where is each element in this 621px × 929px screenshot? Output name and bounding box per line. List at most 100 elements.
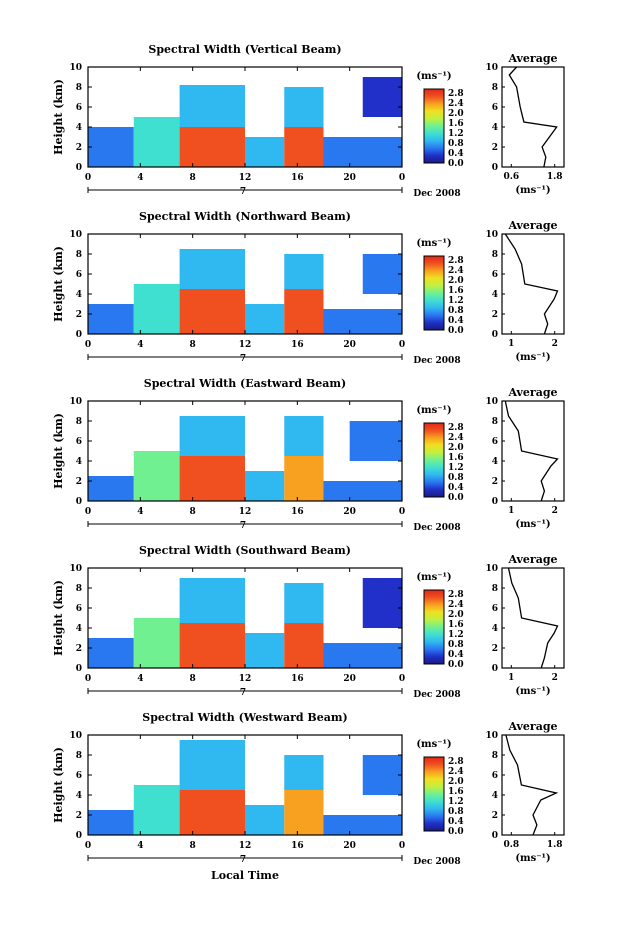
x-tick-label: 0: [85, 507, 91, 517]
average-title: Average: [507, 553, 557, 566]
average-y-tick-label: 6: [492, 103, 498, 113]
day-label: 7: [240, 688, 246, 698]
heatmap-cell: [245, 304, 285, 334]
average-frame: [501, 400, 565, 502]
heatmap-cell: [179, 127, 245, 167]
heatmap-cell: [362, 254, 402, 294]
average-y-tick-label: 2: [492, 143, 498, 153]
colorbar-tick-label: 0.4: [448, 149, 464, 159]
y-tick-label: 6: [76, 437, 82, 447]
average-x-tick-label: 2: [552, 339, 558, 349]
colorbar-tick-label: 2.0: [448, 777, 464, 787]
y-tick-label: 6: [76, 771, 82, 781]
y-tick-label: 0: [76, 831, 82, 841]
x-tick-label: 0: [399, 173, 405, 183]
day-label: 7: [240, 187, 246, 197]
panel-title: Spectral Width (Vertical Beam): [148, 43, 341, 56]
colorbar-tick-label: 2.8: [448, 590, 464, 600]
heatmap-cell: [323, 481, 402, 501]
colorbar-tick-label: 0.0: [448, 159, 464, 169]
x-tick-label: 12: [239, 507, 252, 517]
x-tick-label: 16: [291, 340, 304, 350]
y-tick-label: 8: [76, 751, 82, 761]
date-label: Dec 2008: [413, 356, 460, 366]
heatmap-cell: [133, 117, 180, 167]
heatmap-cell: [179, 623, 245, 668]
panel-title: Spectral Width (Southward Beam): [139, 544, 351, 557]
average-profile-line: [505, 734, 559, 836]
x-tick-label: 4: [137, 173, 143, 183]
average-y-tick-label: 0: [492, 831, 498, 841]
average-title: Average: [507, 52, 557, 65]
colorbar-tick-label: 0.8: [448, 139, 464, 149]
y-tick-label: 2: [76, 644, 82, 654]
x-tick-label: 0: [399, 507, 405, 517]
colorbar: [423, 422, 445, 498]
average-y-tick-label: 2: [492, 811, 498, 821]
colorbar-tick-label: 2.0: [448, 109, 464, 119]
average-y-tick-label: 0: [492, 664, 498, 674]
x-tick-label: 8: [190, 507, 196, 517]
y-tick-label: 8: [76, 417, 82, 427]
day-label: 7: [240, 855, 246, 865]
colorbar-tick-label: 0.0: [448, 493, 464, 503]
average-y-tick-label: 8: [492, 250, 498, 260]
colorbar-tick-label: 1.6: [448, 620, 464, 630]
heatmap-cell: [179, 790, 245, 835]
colorbar-tick-label: 2.0: [448, 276, 464, 286]
panel-2: Spectral Width (Northward Beam)0246810He…: [52, 210, 565, 366]
average-y-tick-label: 4: [492, 624, 498, 634]
x-tick-label: 8: [190, 340, 196, 350]
x-tick-label: 12: [239, 841, 252, 851]
colorbar: [423, 756, 445, 832]
average-frame: [501, 567, 565, 669]
y-tick-label: 6: [76, 103, 82, 113]
heatmap-cell: [284, 254, 324, 289]
x-tick-label: 16: [291, 507, 304, 517]
y-tick-label: 4: [76, 290, 82, 300]
colorbar-unit: (ms⁻¹): [416, 238, 451, 249]
colorbar-tick-label: 0.8: [448, 473, 464, 483]
x-tick-label: 12: [239, 674, 252, 684]
heatmap-cell: [245, 137, 285, 167]
average-x-label: (ms⁻¹): [515, 519, 550, 530]
colorbar-tick-label: 1.6: [448, 453, 464, 463]
x-tick-label: 4: [137, 507, 143, 517]
heatmap-cell: [133, 618, 180, 668]
colorbar-tick-label: 0.0: [448, 326, 464, 336]
y-tick-label: 10: [69, 731, 82, 741]
average-y-tick-label: 4: [492, 791, 498, 801]
colorbar-tick-label: 2.8: [448, 423, 464, 433]
colorbar: [423, 255, 445, 331]
y-axis-label: Height (km): [52, 580, 65, 656]
average-y-tick-label: 8: [492, 417, 498, 427]
y-tick-label: 10: [69, 230, 82, 240]
heatmap-cell: [133, 785, 180, 835]
x-tick-label: 12: [239, 340, 252, 350]
date-label: Dec 2008: [413, 523, 460, 533]
colorbar-tick-label: 0.0: [448, 660, 464, 670]
average-profile-line: [504, 233, 559, 335]
heatmap-cell: [179, 249, 245, 289]
heatmap-cell: [284, 127, 324, 167]
average-frame: [501, 734, 565, 836]
panel-title: Spectral Width (Westward Beam): [142, 711, 347, 724]
average-profile-line: [504, 400, 559, 502]
heatmap-cell: [284, 790, 324, 835]
colorbar-tick-label: 2.8: [448, 89, 464, 99]
colorbar-tick-label: 1.2: [448, 797, 464, 807]
heatmap-cell: [284, 755, 324, 790]
colorbar-tick-label: 1.2: [448, 129, 464, 139]
heatmap-cells: [88, 77, 402, 167]
average-title: Average: [507, 219, 557, 232]
heatmap-cells: [88, 740, 402, 835]
average-x-tick-label: 2: [552, 506, 558, 516]
heatmap-cell: [179, 456, 245, 501]
average-y-tick-label: 10: [485, 731, 498, 741]
colorbar: [423, 589, 445, 665]
y-tick-label: 6: [76, 604, 82, 614]
heatmap-cell: [179, 578, 245, 623]
heatmap-cell: [284, 456, 324, 501]
average-y-tick-label: 0: [492, 497, 498, 507]
average-y-tick-label: 2: [492, 644, 498, 654]
